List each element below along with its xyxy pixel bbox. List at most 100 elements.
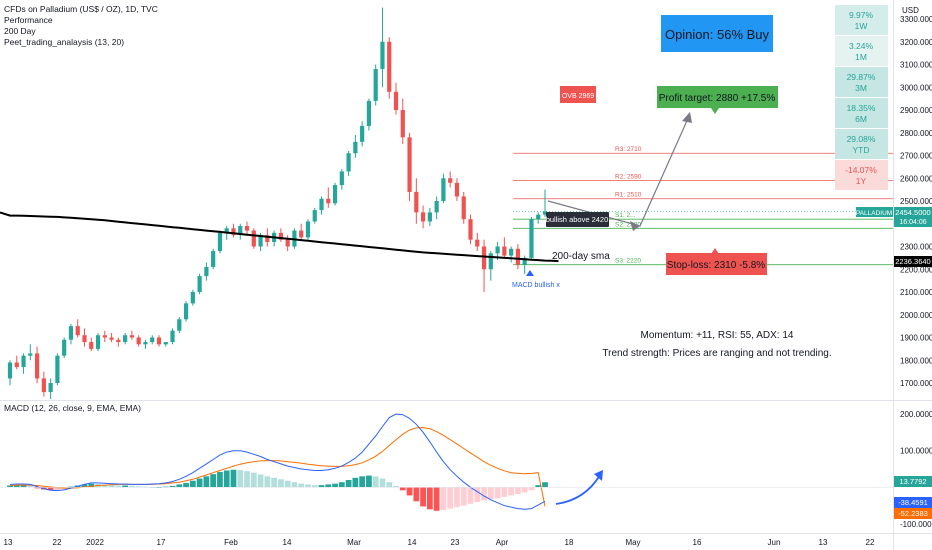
time-axis[interactable]: 13 22 2022 17 Feb 14 Mar 14 23 Apr 18 May 16 Jun 13 22 xyxy=(4,538,875,547)
candle-up xyxy=(217,232,223,252)
time-axis-label: 23 xyxy=(451,538,460,547)
macd-hist-bar xyxy=(34,487,40,489)
performance-value: 29.87% xyxy=(847,72,876,82)
candle-up xyxy=(305,221,311,238)
macd-hist-bar xyxy=(366,475,372,488)
time-axis-label: May xyxy=(625,538,640,547)
candle-up xyxy=(339,171,344,186)
time-axis-label: 18 xyxy=(565,538,574,547)
performance-table: 9.97%1W 3.24%1M 29.87%3M 18.35%6M 29.08%YTD -… xyxy=(835,5,888,190)
macd-hist-bar xyxy=(399,487,406,491)
candle-up xyxy=(95,335,101,349)
candle-up xyxy=(170,330,175,343)
macd-hist-bar xyxy=(176,484,183,488)
macd-hist-bar xyxy=(487,487,494,500)
macd-hist-bar xyxy=(257,474,264,488)
trend-strength-text: Trend strength: Prices are ranging and n… xyxy=(602,348,831,359)
macd-hist-bar xyxy=(284,480,291,488)
pivot-label: S2: 2380 xyxy=(615,221,641,228)
performance-value: 18.35% xyxy=(847,103,876,113)
time-axis-label: 13 xyxy=(4,538,13,547)
candle-up xyxy=(177,319,182,331)
macd-hist-bar xyxy=(426,487,433,510)
macd-hist-bar xyxy=(460,487,467,506)
sma-200-line xyxy=(0,211,559,263)
candle-up xyxy=(190,292,195,304)
signal-line-text: -52.2383 xyxy=(898,509,928,518)
candle-down xyxy=(34,353,40,379)
macd-hist-bar xyxy=(311,485,318,488)
candle-down xyxy=(129,335,134,338)
ovb-badge xyxy=(560,86,596,103)
macd-hist-bar xyxy=(413,487,420,502)
macd-pane[interactable] xyxy=(0,401,893,533)
candle-down xyxy=(393,91,399,110)
candle-down xyxy=(461,196,466,220)
sma-price-text: 2236.3640 xyxy=(895,257,930,266)
macd-hist-bar xyxy=(230,469,237,488)
price-axis-label: 3000.0000 xyxy=(900,83,932,92)
candle-up xyxy=(7,362,13,379)
candle-down xyxy=(41,378,46,393)
macd-hist-bar xyxy=(386,482,393,488)
price-axis-label: 2800.0000 xyxy=(900,129,932,138)
macd-hist-bar xyxy=(7,485,13,488)
candle-up xyxy=(495,246,500,254)
candle-down xyxy=(82,335,87,343)
candle-up xyxy=(542,211,548,215)
candle-down xyxy=(326,198,331,204)
macd-hist-bar xyxy=(372,476,379,488)
time-axis-label: Feb xyxy=(224,538,238,547)
macd-hist-bar xyxy=(135,486,142,488)
projection-mid-arrowhead xyxy=(630,221,640,231)
macd-hist-bar xyxy=(481,487,487,501)
performance-cell xyxy=(835,36,888,66)
candle-down xyxy=(407,137,412,192)
indicator-performance[interactable]: Performance xyxy=(4,15,53,25)
performance-value: 3.24% xyxy=(849,41,874,51)
macd-hist-bar xyxy=(332,483,338,488)
macd-hist-bar xyxy=(13,485,20,488)
macd-curve-arrowhead xyxy=(594,470,603,481)
price-axis-label: 2700.0000 xyxy=(900,152,932,161)
macd-hist-bar xyxy=(88,483,95,488)
candle-up xyxy=(353,141,358,154)
macd-hist-bar xyxy=(291,482,298,488)
macd-hist-bar xyxy=(298,483,305,488)
macd-hist-bar xyxy=(515,487,521,494)
price-axis[interactable]: 3300.0000 3200.0000 3100.0000 3000.0000 2900… xyxy=(900,15,932,388)
countdown-text: 16:04:06 xyxy=(899,219,926,226)
pivot-label: S1: 2... xyxy=(615,212,636,219)
indicator-200-day[interactable]: 200 Day xyxy=(4,26,36,36)
macd-hist-bar xyxy=(338,482,345,488)
time-axis-label: 14 xyxy=(283,538,292,547)
candle-up xyxy=(258,235,263,247)
macd-hist-bar xyxy=(271,477,277,488)
macd-hist-bar xyxy=(278,479,284,488)
macd-axis[interactable]: 200.0000 100.0000 -100.0000 xyxy=(0,410,932,529)
macd-hist-tag xyxy=(894,476,932,487)
indicator-peet-trading[interactable]: Peet_trading_analaysis (13, 20) xyxy=(4,37,124,47)
candle-up xyxy=(204,266,209,277)
macd-legend[interactable]: MACD (12, 26, close, 9, EMA, EMA) xyxy=(4,403,141,413)
candle-down xyxy=(265,235,270,242)
performance-value: -14.07% xyxy=(845,165,877,175)
candle-up xyxy=(319,198,324,211)
macd-hist-bar xyxy=(223,470,230,488)
macd-hist-bar xyxy=(542,482,548,488)
candles xyxy=(7,7,548,399)
macd-hist-bar xyxy=(420,487,426,507)
stop-loss-box xyxy=(666,253,767,275)
time-axis-label: Apr xyxy=(496,538,509,547)
candle-up xyxy=(360,125,365,142)
performance-period: 1Y xyxy=(856,176,867,186)
price-axis-label: 3300.0000 xyxy=(900,15,932,24)
macd-hist-bar xyxy=(528,487,535,491)
candle-down xyxy=(502,246,507,256)
candle-up xyxy=(62,339,67,356)
performance-cell xyxy=(835,98,888,128)
price-pane[interactable] xyxy=(0,0,893,400)
macd-hist-bar xyxy=(54,487,61,490)
macd-tag-group: 13.7792 -38.4591 -52.2383 xyxy=(894,476,932,519)
